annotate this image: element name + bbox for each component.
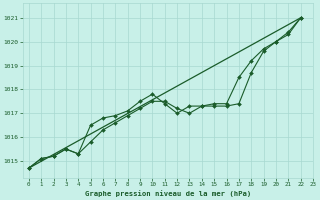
- X-axis label: Graphe pression niveau de la mer (hPa): Graphe pression niveau de la mer (hPa): [85, 190, 251, 197]
